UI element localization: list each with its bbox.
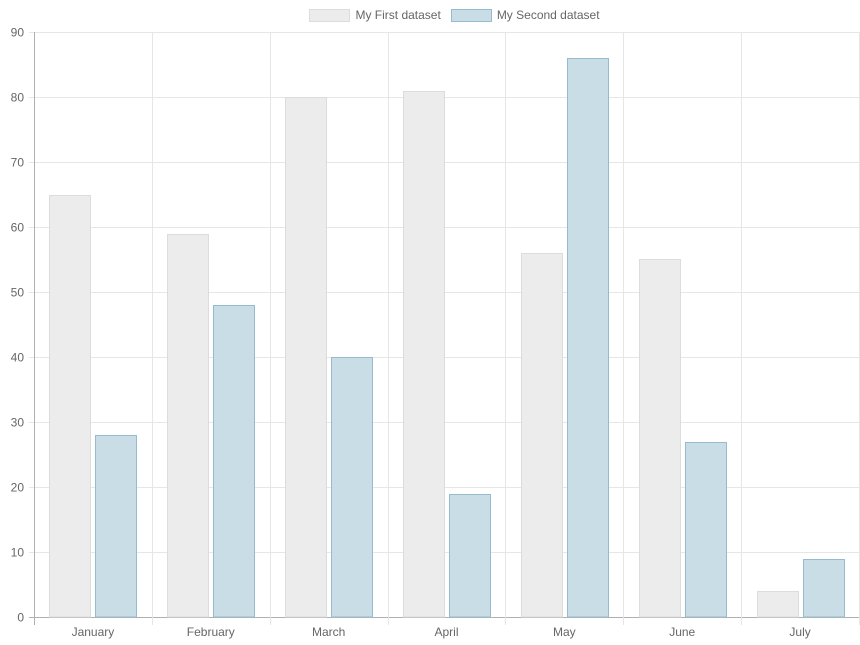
bars bbox=[49, 58, 845, 618]
x-tick-label: July bbox=[789, 625, 810, 639]
legend-swatch bbox=[309, 9, 350, 22]
y-tick-label: 0 bbox=[17, 611, 24, 625]
bar-first-dataset-january[interactable] bbox=[49, 195, 91, 618]
bar-first-dataset-february[interactable] bbox=[167, 234, 209, 618]
y-tick-label: 40 bbox=[11, 351, 25, 365]
legend-item-second-dataset[interactable]: My Second dataset bbox=[451, 8, 601, 22]
x-tick-label: January bbox=[72, 625, 115, 639]
bar-second-dataset-april[interactable] bbox=[449, 494, 491, 618]
bar-first-dataset-july[interactable] bbox=[757, 591, 799, 618]
bar-second-dataset-march[interactable] bbox=[331, 357, 373, 618]
bar-second-dataset-may[interactable] bbox=[567, 58, 609, 618]
y-tick-label: 70 bbox=[11, 156, 25, 170]
x-tick-label: June bbox=[669, 625, 695, 639]
bar-second-dataset-february[interactable] bbox=[213, 305, 255, 618]
y-tick-label: 10 bbox=[11, 546, 25, 560]
x-tick-label: March bbox=[312, 625, 345, 639]
bar-second-dataset-january[interactable] bbox=[95, 435, 137, 618]
x-tick-label: February bbox=[187, 625, 235, 639]
bar-first-dataset-march[interactable] bbox=[285, 97, 327, 618]
bar-first-dataset-april[interactable] bbox=[403, 91, 445, 618]
legend-label: My Second dataset bbox=[497, 8, 600, 22]
y-tick-label: 20 bbox=[11, 481, 25, 495]
y-tick-label: 80 bbox=[11, 91, 25, 105]
y-tick-label: 60 bbox=[11, 221, 25, 235]
legend-item-first-dataset[interactable]: My First dataset bbox=[309, 8, 442, 22]
legend: My First dataset My Second dataset bbox=[309, 8, 601, 22]
axes: 0 10 20 30 40 50 60 70 80 90 January February March A… bbox=[11, 26, 811, 640]
bar-first-dataset-may[interactable] bbox=[521, 253, 563, 618]
bar-second-dataset-july[interactable] bbox=[803, 559, 845, 618]
y-tick-label: 90 bbox=[11, 26, 25, 40]
y-tick-label: 50 bbox=[11, 286, 25, 300]
legend-label: My First dataset bbox=[355, 8, 441, 22]
bar-first-dataset-june[interactable] bbox=[639, 259, 681, 618]
legend-swatch bbox=[451, 9, 492, 22]
x-tick-label: May bbox=[553, 625, 576, 639]
x-tick-label: April bbox=[434, 625, 458, 639]
bar-second-dataset-june[interactable] bbox=[685, 442, 727, 618]
y-tick-label: 30 bbox=[11, 416, 25, 430]
